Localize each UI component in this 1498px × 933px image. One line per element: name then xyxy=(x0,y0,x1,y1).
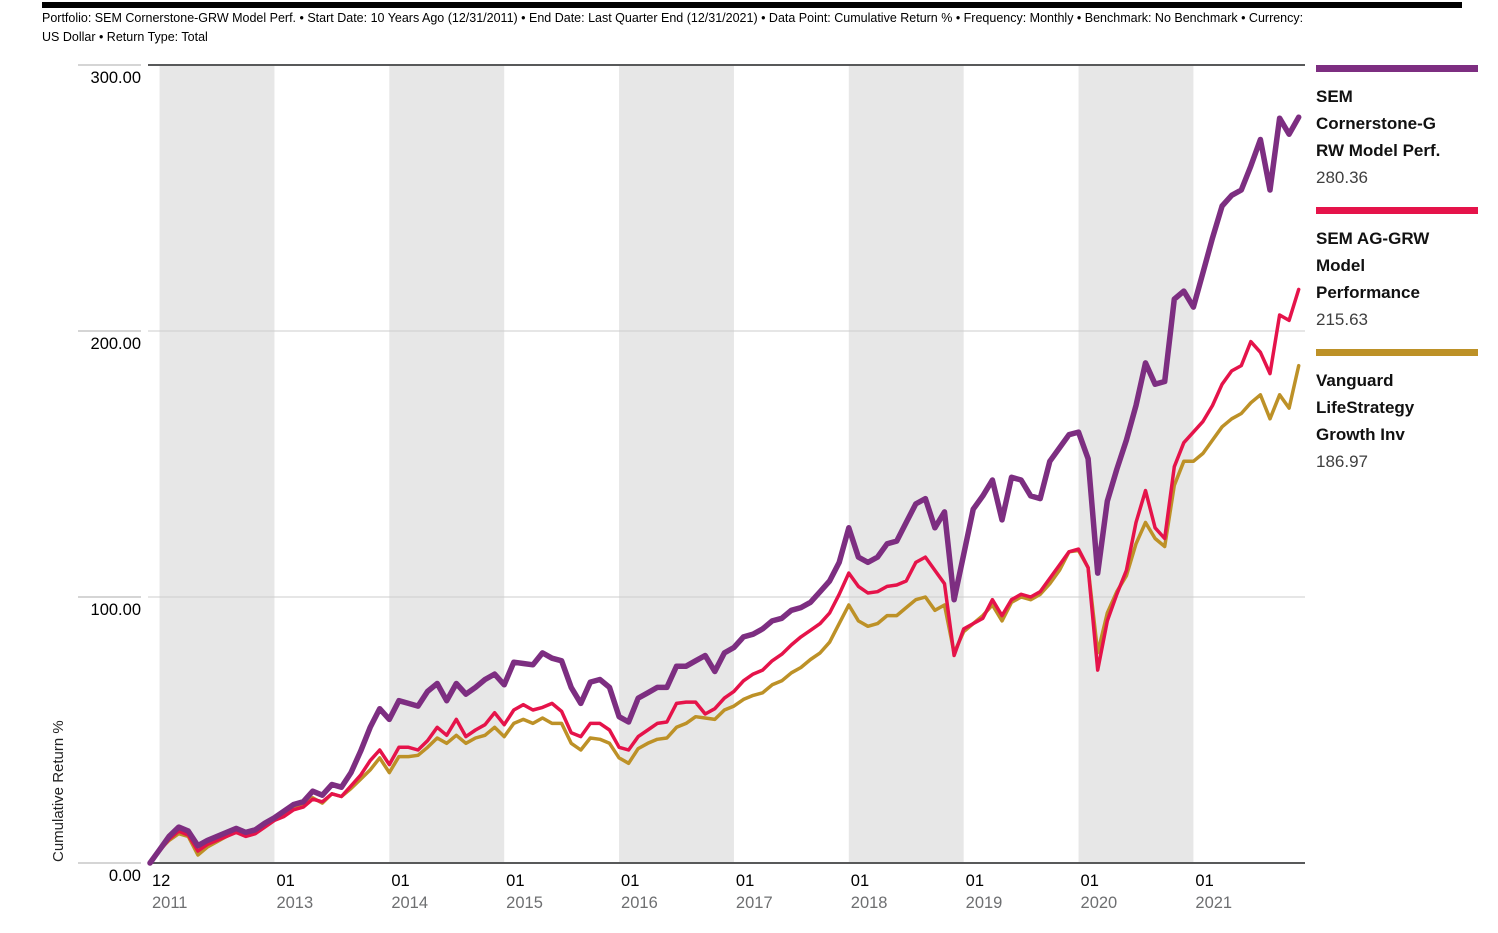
x-tick-year-label: 2013 xyxy=(276,894,313,912)
legend-label: Vanguard LifeStrategy Growth Inv xyxy=(1316,371,1415,444)
legend-swatch-sem-ag-grw xyxy=(1316,207,1478,214)
y-tick-label: 300.00 xyxy=(91,69,141,87)
legend-swatch-vanguard xyxy=(1316,349,1478,356)
y-tick-label: 0.00 xyxy=(109,867,141,885)
legend-swatch-sem-cornerstone xyxy=(1316,65,1478,72)
year-shading-band xyxy=(159,66,275,863)
legend-item-sem-ag-grw: SEM AG-GRW Model Performance 215.63 xyxy=(1316,207,1488,333)
chart-settings-line1: Portfolio: SEM Cornerstone-GRW Model Per… xyxy=(42,11,1304,25)
legend-value: 280.36 xyxy=(1316,168,1368,187)
x-tick-year-label: 2014 xyxy=(391,894,428,912)
x-tick-month-label: 01 xyxy=(1081,872,1099,890)
x-tick-month-label: 01 xyxy=(621,872,639,890)
year-shading-band xyxy=(389,66,505,863)
legend-item-vanguard-lifestrategy: Vanguard LifeStrategy Growth Inv 186.97 xyxy=(1316,349,1488,475)
chart-settings-header: Portfolio: SEM Cornerstone-GRW Model Per… xyxy=(42,9,1466,47)
y-tick-label: 100.00 xyxy=(91,601,141,619)
top-divider-bar xyxy=(42,2,1462,8)
x-tick-month-label: 01 xyxy=(851,872,869,890)
legend-value: 215.63 xyxy=(1316,310,1368,329)
year-shading-band xyxy=(848,66,964,863)
x-tick-month-label: 12 xyxy=(152,872,170,890)
series-line-0 xyxy=(147,114,1302,866)
series-line-1 xyxy=(148,287,1301,865)
x-tick-month-label: 01 xyxy=(506,872,524,890)
chart-settings-line2: US Dollar • Return Type: Total xyxy=(42,30,208,44)
legend-label: SEM AG-GRW Model Performance xyxy=(1316,229,1430,302)
y-tick-label: 200.00 xyxy=(91,335,141,353)
x-tick-year-label: 2018 xyxy=(851,894,888,912)
x-tick-year-label: 2021 xyxy=(1195,894,1232,912)
x-tick-year-label: 2020 xyxy=(1081,894,1118,912)
x-tick-month-label: 01 xyxy=(736,872,754,890)
x-tick-month-label: 01 xyxy=(966,872,984,890)
x-tick-month-label: 01 xyxy=(276,872,294,890)
x-tick-year-label: 2011 xyxy=(152,894,187,912)
legend-value: 186.97 xyxy=(1316,452,1368,471)
x-tick-year-label: 2017 xyxy=(736,894,773,912)
x-tick-year-label: 2016 xyxy=(621,894,658,912)
legend-item-sem-cornerstone: SEM Cornerstone-G RW Model Perf. 280.36 xyxy=(1316,65,1488,191)
x-tick-year-label: 2019 xyxy=(966,894,1003,912)
x-tick-year-label: 2015 xyxy=(506,894,543,912)
x-tick-month-label: 01 xyxy=(1195,872,1213,890)
legend-label: SEM Cornerstone-G RW Model Perf. xyxy=(1316,87,1441,160)
x-tick-month-label: 01 xyxy=(391,872,409,890)
year-shading-band xyxy=(619,66,734,863)
